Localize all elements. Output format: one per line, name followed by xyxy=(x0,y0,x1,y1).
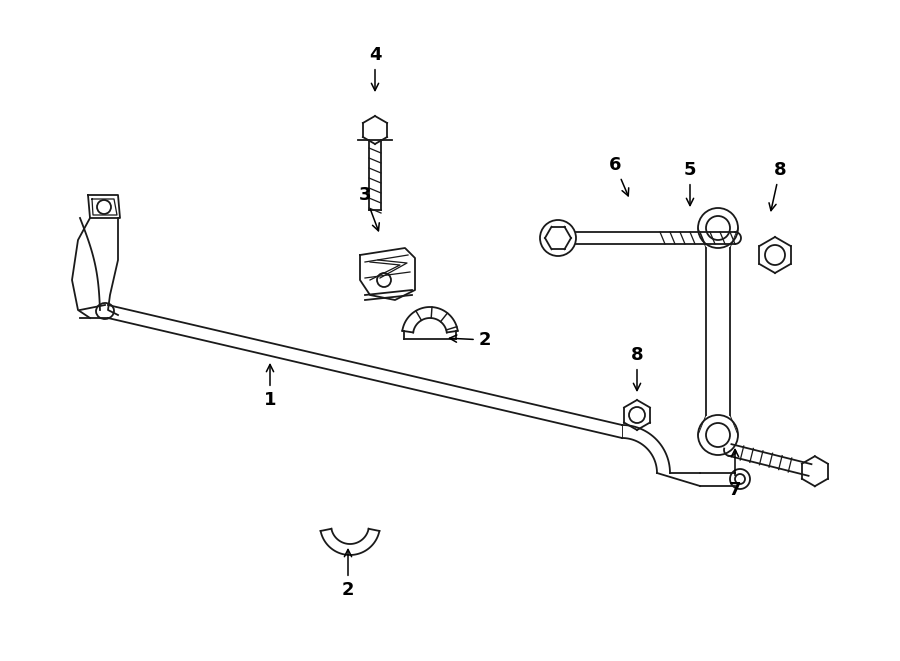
Text: 7: 7 xyxy=(729,449,742,499)
Text: 5: 5 xyxy=(684,161,697,206)
Text: 3: 3 xyxy=(359,186,379,231)
Text: 6: 6 xyxy=(608,156,629,196)
Text: 4: 4 xyxy=(369,46,382,91)
Text: 8: 8 xyxy=(769,161,787,211)
Text: 8: 8 xyxy=(631,346,644,391)
Text: 2: 2 xyxy=(449,331,491,349)
Text: 2: 2 xyxy=(342,549,355,599)
Text: 1: 1 xyxy=(264,364,276,409)
